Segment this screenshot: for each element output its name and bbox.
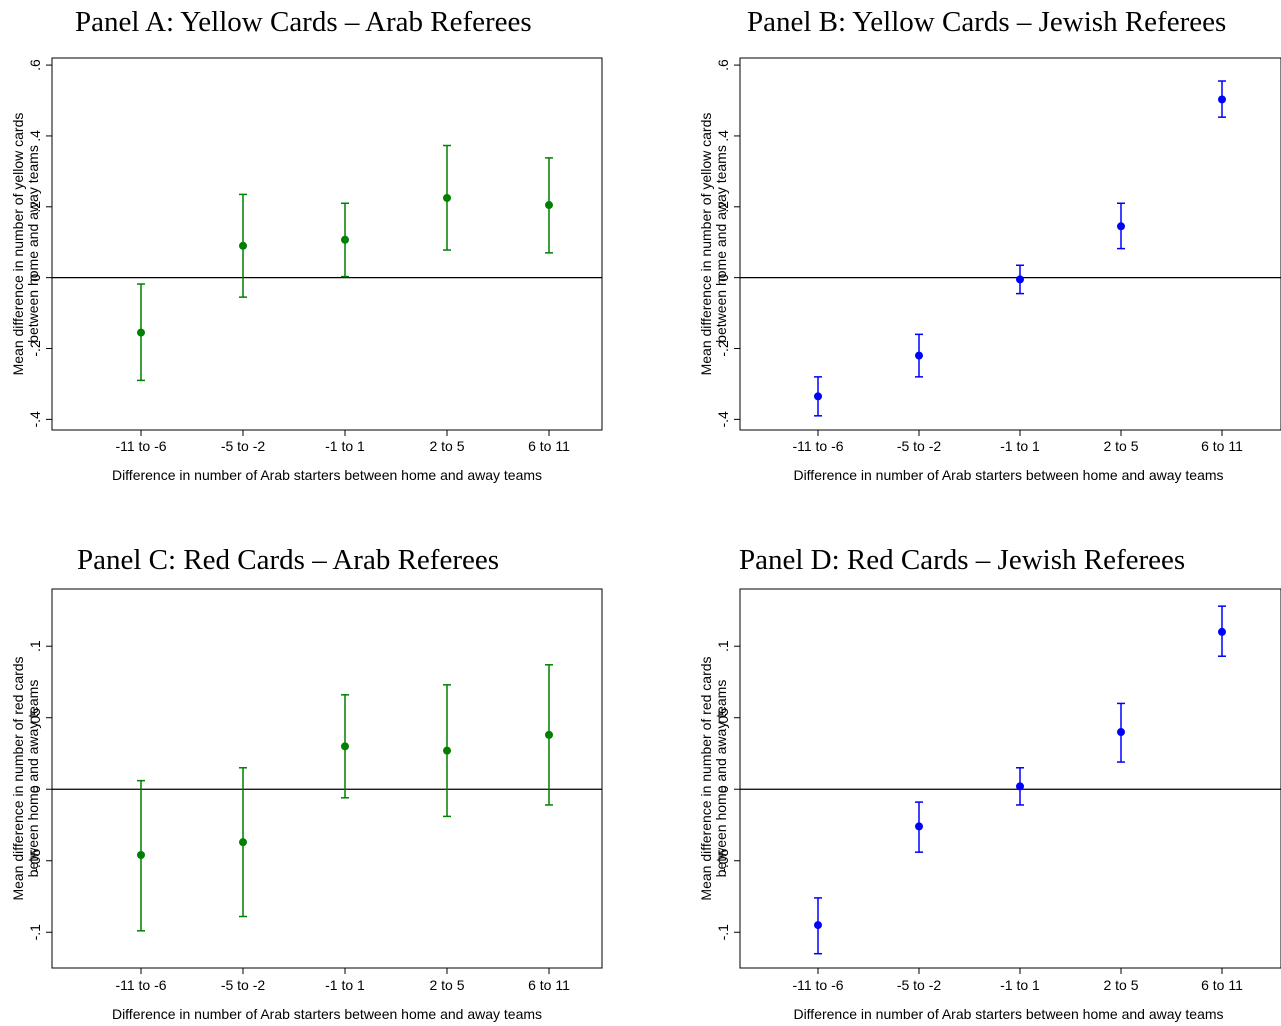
x-tick-label: 2 to 5 xyxy=(429,977,464,993)
data-point xyxy=(915,351,923,360)
x-tick-label: -11 to -6 xyxy=(792,438,843,454)
data-point xyxy=(1117,728,1125,737)
y-axis-label: Mean difference in number of red cards xyxy=(698,656,714,900)
x-tick-label: 2 to 5 xyxy=(429,438,464,454)
x-tick-label: -11 to -6 xyxy=(792,977,843,993)
x-tick-label: -11 to -6 xyxy=(115,977,166,993)
y-tick-label: -.4 xyxy=(715,411,731,428)
plot-frame xyxy=(51,588,603,969)
panel-c: Panel C: Red Cards – Arab Referees -.1 -.0… xyxy=(10,544,603,1022)
data-point xyxy=(1117,222,1125,231)
data-point xyxy=(1218,627,1226,636)
panel-title: Panel D: Red Cards – Jewish Referees xyxy=(739,544,1185,576)
y-tick-label: -.4 xyxy=(27,411,43,428)
data-point xyxy=(137,851,145,860)
y-tick-label: .2 xyxy=(27,201,43,213)
y-tick-label: .6 xyxy=(715,59,731,71)
y-tick-label: -.05 xyxy=(715,848,731,872)
y-tick-label: 0 xyxy=(27,785,43,793)
y-tick-label: -.05 xyxy=(27,848,43,872)
y-tick-label: 0 xyxy=(715,785,731,793)
data-point xyxy=(814,921,822,930)
y-axis-label: Mean difference in number of yellow card… xyxy=(698,113,714,376)
panel-a: Panel A: Yellow Cards – Arab Referees -.4… xyxy=(10,6,603,483)
y-axis-label: between home and away teams xyxy=(713,680,729,878)
plot-frame xyxy=(51,57,603,431)
data-point xyxy=(1016,275,1024,284)
y-tick-label: -.1 xyxy=(715,924,731,941)
x-tick-label: 6 to 11 xyxy=(528,977,570,993)
y-tick-label: .1 xyxy=(715,640,731,652)
data-point xyxy=(137,328,145,337)
panel-d: Panel D: Red Cards – Jewish Referees -.1 -… xyxy=(698,544,1281,1022)
panel-b: Panel B: Yellow Cards – Jewish Referees -… xyxy=(698,6,1281,483)
plot-frame xyxy=(739,588,1281,969)
data-point xyxy=(443,193,451,202)
x-tick-label: 2 to 5 xyxy=(1103,438,1138,454)
y-tick-label: .1 xyxy=(27,640,43,652)
panel-title: Panel A: Yellow Cards – Arab Referees xyxy=(75,6,532,38)
y-tick-label: .4 xyxy=(27,130,43,142)
data-point xyxy=(1218,95,1226,104)
y-tick-label: 0 xyxy=(27,274,43,282)
x-tick-label: -1 to 1 xyxy=(325,977,365,993)
x-tick-label: 2 to 5 xyxy=(1103,977,1138,993)
x-axis-label: Difference in number of Arab starters be… xyxy=(793,467,1223,483)
y-tick-label: .6 xyxy=(27,59,43,71)
y-axis-label: Mean difference in number of red cards xyxy=(10,656,26,900)
plot-frame xyxy=(739,57,1281,431)
y-tick-label: -.1 xyxy=(27,924,43,941)
y-tick-label: -.2 xyxy=(27,340,43,357)
x-axis-label: Difference in number of Arab starters be… xyxy=(793,1006,1223,1022)
x-tick-label: -5 to -2 xyxy=(897,438,942,454)
data-point xyxy=(341,235,349,244)
y-tick-label: -.2 xyxy=(715,340,731,357)
data-point xyxy=(915,822,923,831)
y-tick-label: .2 xyxy=(715,201,731,213)
y-axis-label: between home and away teams xyxy=(25,145,41,343)
x-tick-label: -5 to -2 xyxy=(221,977,266,993)
y-tick-label: 0 xyxy=(715,274,731,282)
y-axis-label: between home and away teams xyxy=(713,145,729,343)
x-tick-label: -5 to -2 xyxy=(897,977,942,993)
panel-title: Panel B: Yellow Cards – Jewish Referees xyxy=(747,6,1226,38)
x-axis-label: Difference in number of Arab starters be… xyxy=(112,1006,542,1022)
y-axis-label: Mean difference in number of yellow card… xyxy=(10,113,26,376)
data-point xyxy=(341,742,349,751)
data-point xyxy=(545,730,553,739)
x-tick-label: 6 to 11 xyxy=(528,438,570,454)
data-point xyxy=(239,838,247,847)
data-point xyxy=(443,746,451,755)
x-tick-label: -11 to -6 xyxy=(115,438,166,454)
panel-title: Panel C: Red Cards – Arab Referees xyxy=(77,544,499,576)
data-point xyxy=(545,201,553,210)
x-tick-label: -5 to -2 xyxy=(221,438,266,454)
data-point xyxy=(1016,782,1024,791)
y-axis-label: between home and away teams xyxy=(25,680,41,878)
y-tick-label: .05 xyxy=(715,708,731,728)
x-tick-label: -1 to 1 xyxy=(1000,977,1040,993)
data-point xyxy=(814,392,822,401)
x-tick-label: 6 to 11 xyxy=(1201,977,1243,993)
x-tick-label: 6 to 11 xyxy=(1201,438,1243,454)
data-point xyxy=(239,241,247,250)
x-tick-label: -1 to 1 xyxy=(1000,438,1040,454)
x-tick-label: -1 to 1 xyxy=(325,438,365,454)
y-tick-label: .05 xyxy=(27,708,43,728)
x-axis-label: Difference in number of Arab starters be… xyxy=(112,467,542,483)
y-tick-label: .4 xyxy=(715,130,731,142)
